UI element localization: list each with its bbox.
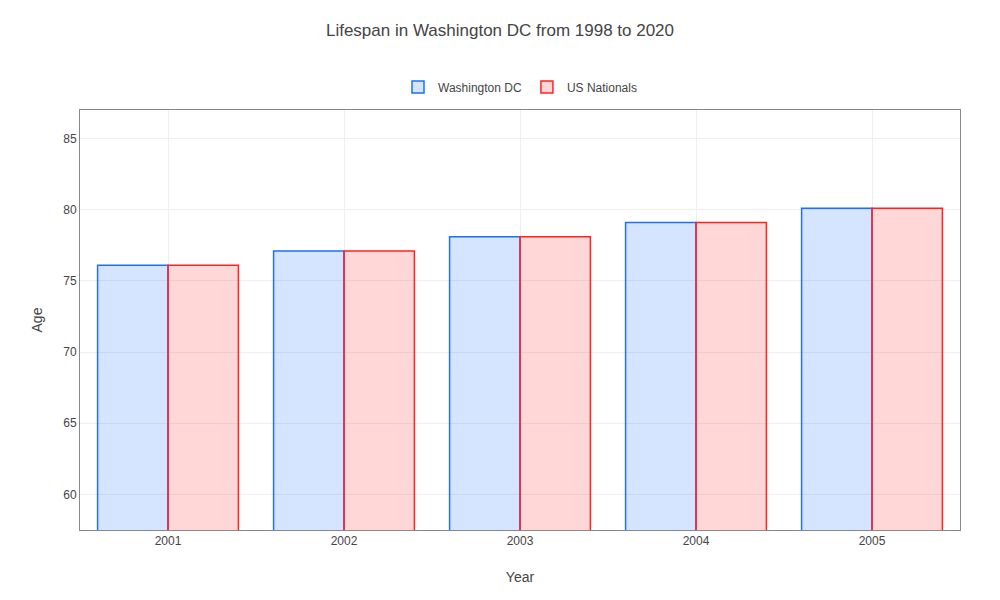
svg-text:Age: Age xyxy=(29,307,45,332)
svg-text:60: 60 xyxy=(63,488,77,502)
svg-text:2001: 2001 xyxy=(155,534,182,548)
svg-text:US Nationals: US Nationals xyxy=(567,81,637,95)
svg-text:Year: Year xyxy=(506,569,535,585)
svg-text:2005: 2005 xyxy=(859,534,886,548)
svg-text:85: 85 xyxy=(63,132,77,146)
svg-text:2002: 2002 xyxy=(331,534,358,548)
svg-text:Lifespan in Washington DC from: Lifespan in Washington DC from 1998 to 2… xyxy=(326,21,674,40)
svg-text:65: 65 xyxy=(63,416,77,430)
svg-text:80: 80 xyxy=(63,203,77,217)
svg-text:2003: 2003 xyxy=(507,534,534,548)
svg-text:2004: 2004 xyxy=(683,534,710,548)
svg-text:75: 75 xyxy=(63,274,77,288)
svg-text:Washington DC: Washington DC xyxy=(438,81,522,95)
svg-text:70: 70 xyxy=(63,345,77,359)
